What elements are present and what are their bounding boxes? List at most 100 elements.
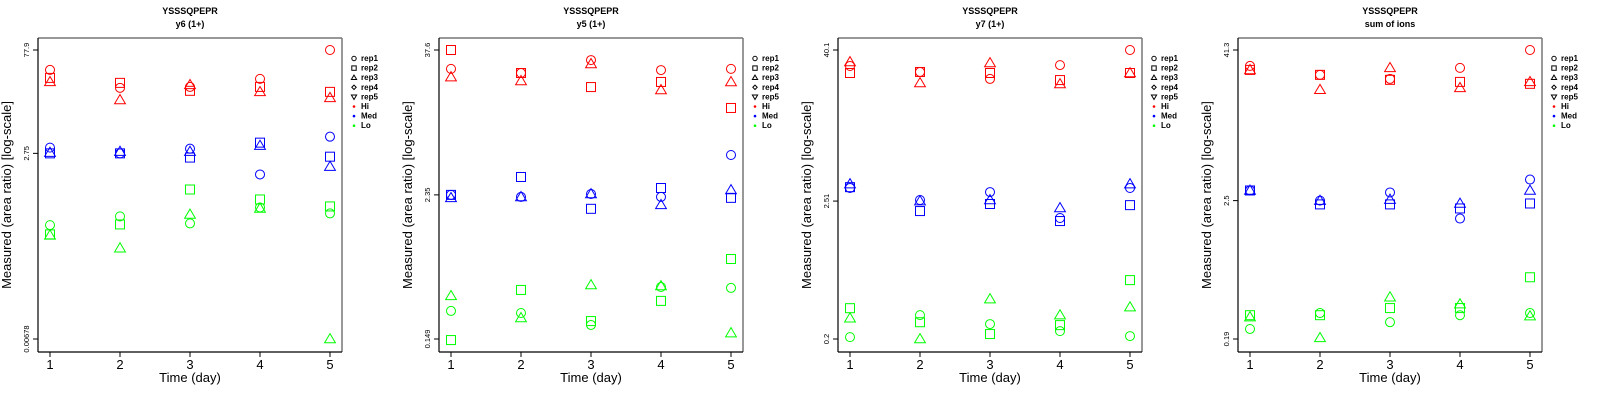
data-point-med-rep3 [323,160,337,171]
data-point-lo-rep2 [446,335,456,346]
data-point-med-rep3 [514,190,528,202]
legend-label: Med [361,112,377,121]
legend-rep4-icon [1151,84,1157,91]
legend-label: Lo [1561,121,1571,130]
legend-rep1-icon [1551,55,1557,62]
data-point-hi-rep2 [586,82,596,93]
legend-rep2-icon [752,65,758,71]
data-point-med-rep1 [325,131,335,142]
data-point-hi-rep1 [185,81,195,92]
y-tick-label: 0.149 [423,330,432,349]
data-point-lo-rep1 [45,220,55,231]
data-point-lo-rep3 [843,311,857,323]
legend-label: rep3 [361,73,378,82]
data-point-lo-rep1 [656,282,666,293]
data-point-lo-rep2 [1055,320,1065,331]
chart-subtitle: sum of ions [1365,19,1416,29]
data-point-lo-rep2 [985,329,995,340]
data-point-med-rep1 [1455,213,1465,224]
x-tick-label: 4 [1056,357,1063,372]
data-point-med-rep3 [1123,177,1137,189]
y-tick-label: 0.2 [822,334,831,344]
legend-rep5-icon [1550,94,1558,101]
legend-label: Med [1161,112,1177,121]
legend-rep2-icon [1151,65,1157,71]
legend-label: Hi [762,102,770,111]
data-point-med-rep3 [183,145,197,156]
data-point-hi-rep2 [45,72,55,83]
legend-label: rep2 [361,64,378,73]
x-tick-label: 5 [326,357,333,372]
legend-lo-icon [1552,124,1556,127]
data-point-hi-rep2 [845,67,855,78]
x-tick-label: 1 [447,357,454,372]
legend-label: Lo [1161,121,1171,130]
x-tick-label: 3 [186,357,193,372]
data-point-hi-rep3 [1523,75,1537,87]
legend-label: rep3 [1161,73,1178,82]
data-point-hi-rep1 [45,64,55,75]
legend-rep3-icon [350,74,358,81]
data-point-med-rep1 [45,142,55,153]
data-point-lo-rep3 [1383,290,1397,302]
data-point-hi-rep2 [656,76,666,87]
y-tick-label: 0.00678 [22,325,31,352]
data-point-lo-rep3 [1123,300,1137,312]
data-point-lo-rep2 [656,295,666,306]
legend-hi-icon [1552,105,1556,108]
data-point-med-rep2 [1125,200,1135,211]
data-point-med-rep1 [255,169,265,180]
y-tick-label: 77.9 [22,43,31,58]
y-tick-label: 2.35 [423,188,432,203]
legend-label: rep2 [1161,64,1178,73]
data-point-lo-rep3 [654,279,668,291]
chart-title: YSSSQPEPR [962,6,1018,16]
data-point-hi-rep1 [1125,45,1135,55]
data-point-med-rep3 [113,145,127,156]
data-point-hi-rep1 [255,73,265,84]
legend-lo-icon [753,124,757,127]
data-point-med-rep1 [1385,187,1395,198]
legend-label: rep2 [1561,64,1578,73]
data-point-hi-rep3 [444,70,458,82]
data-point-lo-rep1 [516,308,526,319]
legend-label: rep1 [361,54,378,63]
data-point-med-rep1 [115,148,125,159]
data-point-med-rep3 [983,193,997,205]
data-point-hi-rep2 [1385,74,1395,85]
data-point-hi-rep3 [43,75,57,87]
data-point-hi-rep3 [654,83,668,95]
data-point-lo-rep3 [323,332,337,344]
data-point-hi-rep1 [446,63,456,74]
data-point-lo-rep2 [726,253,736,264]
legend-label: rep4 [361,83,378,92]
data-point-med-rep1 [985,187,995,198]
data-point-lo-rep2 [1315,310,1325,321]
chart-title: YSSSQPEPR [1362,6,1418,16]
x-tick-label: 5 [727,357,734,372]
y-tick-label: 2.51 [822,194,831,209]
x-tick-label: 2 [916,357,923,372]
data-point-lo-rep2 [915,317,925,328]
data-point-lo-rep1 [586,319,596,330]
data-point-hi-rep3 [1383,61,1397,73]
legend-label: rep1 [1561,54,1578,63]
data-point-hi-rep1 [656,65,666,76]
x-tick-label: 5 [1126,357,1133,372]
legend-rep1-icon [1151,55,1157,62]
data-point-lo-rep1 [1055,326,1065,337]
data-point-lo-rep1 [845,332,855,343]
chart-subtitle: y5 (1+) [577,19,606,29]
data-point-med-rep3 [654,198,668,210]
legend-label: rep3 [1561,73,1578,82]
legend-rep4-icon [752,84,758,91]
y-tick-label: 2.5 [1222,195,1231,205]
data-point-med-rep3 [724,183,738,195]
data-point-hi-rep2 [1455,76,1465,87]
chart-subtitle: y6 (1+) [176,19,205,29]
legend-label: Med [1561,112,1577,121]
legend-label: rep4 [1161,83,1178,92]
data-point-hi-rep2 [1315,69,1325,80]
